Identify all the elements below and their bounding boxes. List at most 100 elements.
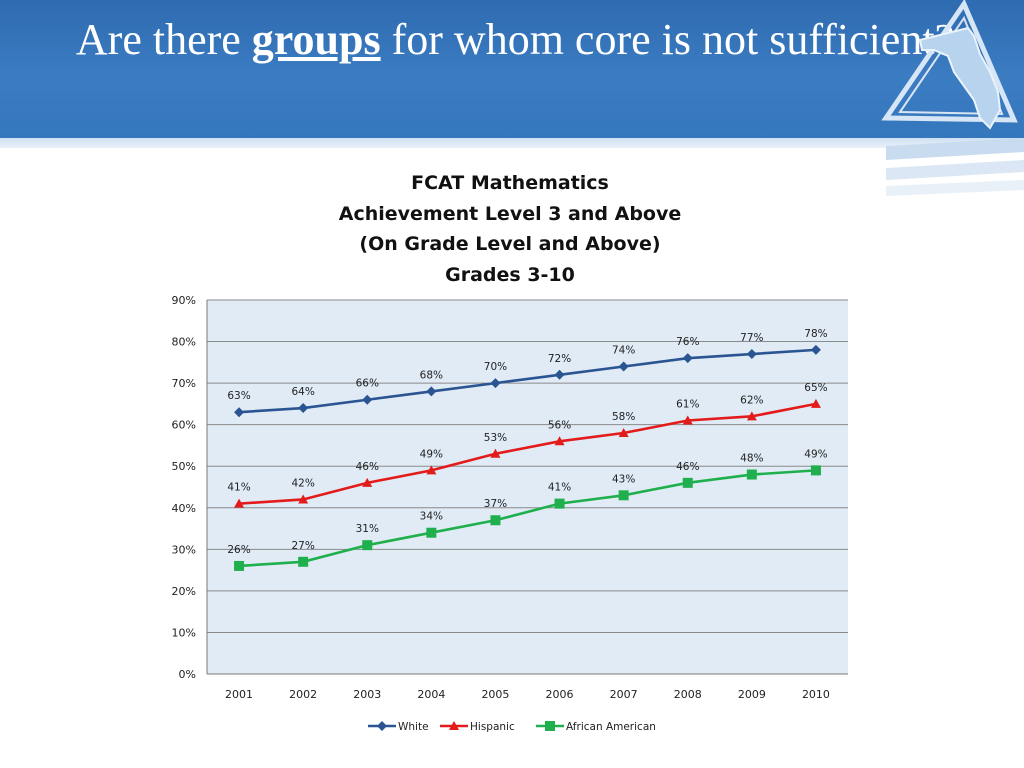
data-point-african-american: [234, 560, 245, 571]
data-point-hispanic: [618, 427, 629, 437]
data-point-african-american: [554, 498, 565, 509]
data-label-hispanic: 62%: [740, 394, 763, 406]
x-tick-label: 2002: [289, 688, 317, 701]
legend-label-white: White: [398, 721, 429, 733]
data-label-african-american: 27%: [291, 540, 314, 552]
data-label-hispanic: 65%: [804, 382, 827, 394]
data-label-african-american: 26%: [227, 544, 250, 556]
data-point-white: [810, 344, 821, 355]
data-label-hispanic: 49%: [420, 448, 443, 460]
data-label-hispanic: 56%: [548, 419, 571, 431]
data-label-african-american: 46%: [676, 461, 699, 473]
data-point-african-american: [426, 527, 437, 538]
data-label-white: 74%: [612, 344, 635, 356]
data-label-white: 70%: [484, 361, 507, 373]
data-point-hispanic: [234, 498, 245, 508]
legend-marker-white: [377, 721, 387, 731]
data-label-hispanic: 61%: [676, 399, 699, 411]
data-label-african-american: 37%: [484, 498, 507, 510]
legend-label-hispanic: Hispanic: [470, 721, 515, 733]
data-point-white: [490, 378, 501, 389]
data-label-white: 68%: [420, 369, 443, 381]
y-tick-label: 10%: [172, 626, 196, 639]
y-tick-label: 80%: [172, 336, 196, 349]
data-label-african-american: 43%: [612, 473, 635, 485]
data-label-african-american: 48%: [740, 453, 763, 465]
data-point-hispanic: [810, 398, 821, 408]
data-point-hispanic: [746, 411, 757, 421]
data-point-african-american: [618, 490, 629, 501]
series-line-white: [238, 348, 817, 414]
legend-marker-african-american: [545, 721, 555, 731]
data-point-hispanic: [490, 448, 501, 458]
data-point-white: [234, 407, 245, 418]
chart-title-line-3: (On Grade Level and Above): [359, 233, 661, 255]
x-tick-label: 2005: [481, 688, 509, 701]
data-point-african-american: [490, 515, 501, 526]
chart-title: FCAT Mathematics Achievement Level 3 and…: [160, 168, 860, 290]
legend-label-african-american: African American: [566, 721, 656, 733]
florida-map-triangle-icon: [881, 0, 1018, 130]
x-tick-label: 2006: [546, 688, 574, 701]
data-point-african-american: [298, 556, 309, 567]
y-tick-label: 50%: [172, 460, 196, 473]
data-label-african-american: 34%: [420, 511, 443, 523]
series-line-african-american: [238, 469, 817, 568]
y-tick-label: 20%: [172, 585, 196, 598]
y-tick-label: 70%: [172, 377, 196, 390]
data-point-african-american: [810, 465, 821, 476]
x-tick-label: 2009: [738, 688, 766, 701]
data-label-hispanic: 58%: [612, 411, 635, 423]
data-label-hispanic: 53%: [484, 432, 507, 444]
chart-title-line-1: FCAT Mathematics: [411, 172, 609, 194]
data-point-white: [618, 361, 629, 372]
data-point-white: [554, 369, 565, 380]
x-tick-label: 2008: [674, 688, 702, 701]
series-line-hispanic: [238, 402, 817, 505]
slide-title: Are there groups for whom core is not su…: [40, 12, 990, 68]
data-point-hispanic: [362, 477, 373, 487]
chart-title-line-2: Achievement Level 3 and Above: [338, 202, 682, 225]
data-label-hispanic: 46%: [356, 461, 379, 473]
data-label-african-american: 41%: [548, 482, 571, 494]
y-tick-label: 30%: [172, 543, 196, 556]
x-tick-label: 2010: [802, 688, 830, 701]
legend-marker-hispanic: [449, 721, 459, 730]
data-point-hispanic: [298, 494, 309, 504]
title-text-start: Are there: [75, 15, 252, 64]
header-stripe: [0, 138, 1024, 148]
data-point-hispanic: [682, 415, 693, 425]
title-emphasis: groups: [251, 15, 381, 64]
data-label-white: 77%: [740, 332, 763, 344]
y-tick-label: 0%: [179, 668, 196, 681]
data-label-white: 64%: [291, 386, 314, 398]
data-label-white: 76%: [676, 336, 699, 348]
x-tick-label: 2001: [225, 688, 253, 701]
data-label-hispanic: 41%: [227, 482, 250, 494]
data-label-white: 63%: [227, 390, 250, 402]
header-band: [0, 0, 1024, 138]
decorative-stripes: [886, 138, 1024, 196]
data-point-white: [426, 386, 437, 397]
data-label-african-american: 49%: [804, 448, 827, 460]
data-label-african-american: 31%: [356, 523, 379, 535]
data-label-white: 78%: [804, 328, 827, 340]
data-point-hispanic: [426, 465, 437, 475]
data-label-white: 66%: [356, 378, 379, 390]
y-tick-label: 40%: [172, 502, 196, 515]
data-point-african-american: [746, 469, 757, 480]
x-tick-label: 2007: [610, 688, 638, 701]
chart-title-line-4: Grades 3-10: [445, 263, 575, 286]
data-point-white: [298, 403, 309, 414]
data-label-hispanic: 42%: [291, 477, 314, 489]
y-tick-label: 60%: [172, 419, 196, 432]
data-point-white: [746, 349, 757, 360]
title-text-end: for whom core is not sufficient?: [380, 15, 955, 64]
data-point-african-american: [362, 540, 373, 551]
data-point-white: [362, 394, 373, 405]
x-tick-label: 2003: [353, 688, 381, 701]
plot-area: [207, 300, 848, 674]
y-tick-label: 90%: [172, 294, 196, 307]
data-label-white: 72%: [548, 353, 571, 365]
